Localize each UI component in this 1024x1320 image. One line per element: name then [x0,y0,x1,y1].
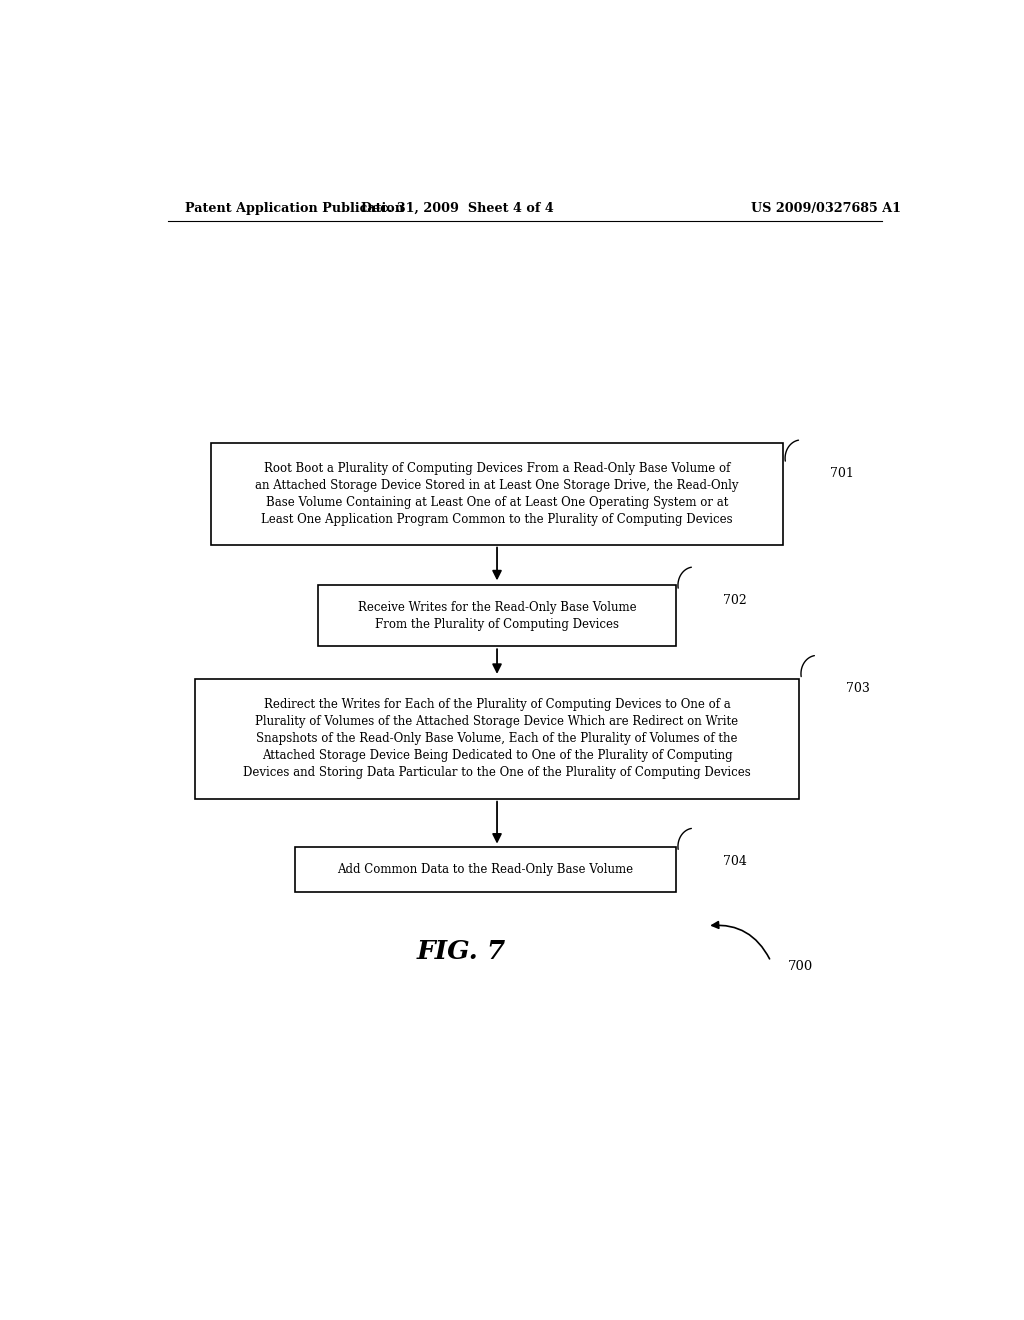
Text: Receive Writes for the Read-Only Base Volume
From the Plurality of Computing Dev: Receive Writes for the Read-Only Base Vo… [357,601,636,631]
Bar [295,846,676,892]
Text: FIG. 7: FIG. 7 [417,939,506,964]
Text: 704: 704 [723,855,748,869]
Text: Redirect the Writes for Each of the Plurality of Computing Devices to One of a
P: Redirect the Writes for Each of the Plur… [243,698,751,779]
Bar [318,585,676,647]
Text: 701: 701 [830,467,854,480]
Text: Dec. 31, 2009  Sheet 4 of 4: Dec. 31, 2009 Sheet 4 of 4 [361,202,554,215]
Text: Patent Application Publication: Patent Application Publication [185,202,404,215]
Bar [211,444,782,545]
Text: US 2009/0327685 A1: US 2009/0327685 A1 [752,202,901,215]
Text: 703: 703 [846,682,870,696]
Text: Add Common Data to the Read-Only Base Volume: Add Common Data to the Read-Only Base Vo… [337,863,633,876]
Text: 700: 700 [788,960,813,973]
Bar [196,678,799,799]
Text: 702: 702 [723,594,746,607]
Text: Root Boot a Plurality of Computing Devices From a Read-Only Base Volume of
an At: Root Boot a Plurality of Computing Devic… [255,462,738,525]
